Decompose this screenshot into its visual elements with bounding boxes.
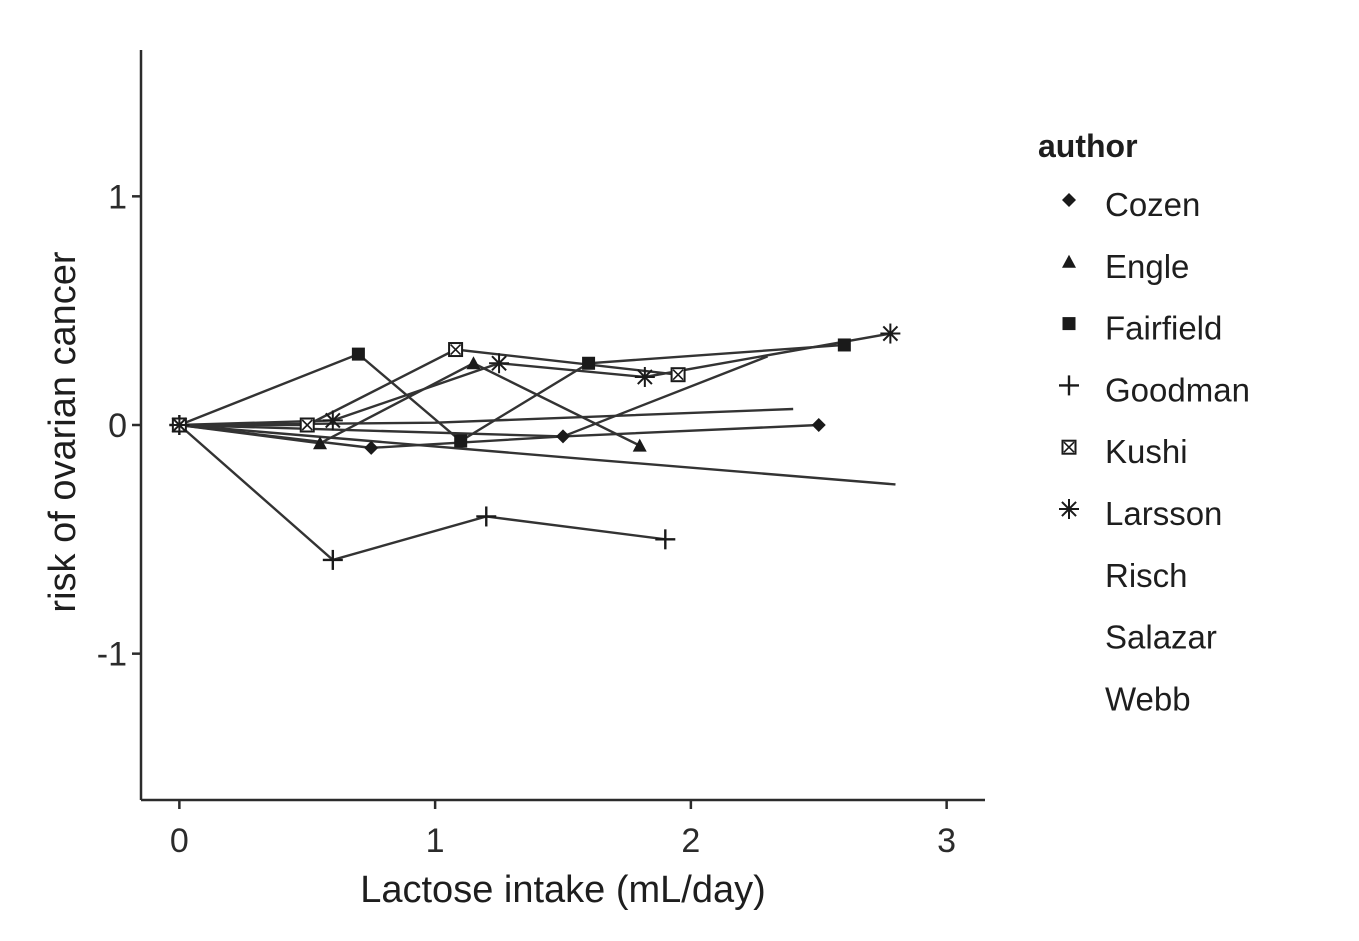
data-point-larsson (880, 323, 901, 344)
data-point-engle (632, 438, 647, 452)
y-axis-title: risk of ovarian cancer (42, 251, 84, 612)
legend-marker-star (1059, 499, 1079, 519)
data-point-cozen (556, 429, 570, 444)
legend-marker-diamond (1062, 193, 1076, 207)
x-tick-label: 2 (681, 822, 700, 860)
x-axis-title: Lactose intake (mL/day) (360, 869, 766, 911)
data-point-engle (466, 356, 481, 370)
legend-marker-square (1062, 317, 1076, 331)
legend-label: Webb (1105, 680, 1191, 717)
series-line-risch (179, 423, 896, 486)
data-point-fairfield (454, 434, 468, 448)
legend-marker-boxed-x (1061, 439, 1077, 455)
legend-item-larsson: Larsson (1059, 495, 1222, 532)
legend-label: Larsson (1105, 495, 1222, 532)
data-point-cozen (364, 440, 379, 455)
series-line-engle (179, 361, 641, 447)
legend-item-webb: Webb (1105, 680, 1191, 717)
legend-marker-plus (1059, 375, 1079, 396)
data-point-goodman (322, 549, 343, 570)
legend-label: Kushi (1105, 433, 1188, 470)
legend-item-risch: Risch (1105, 557, 1188, 594)
data-point-larsson (489, 353, 510, 374)
x-tick-label: 3 (937, 822, 956, 860)
legend-items: Cozen Engle Fairfield Goodman Kushi Larsson Ri… (1059, 186, 1250, 717)
y-tick-label: -1 (97, 636, 127, 674)
data-point-kushi (670, 367, 686, 383)
data-point-fairfield (837, 338, 851, 352)
series-layer (178, 332, 896, 562)
legend-item-salazar: Salazar (1105, 619, 1217, 656)
legend-label: Risch (1105, 557, 1188, 594)
legend-label: Fairfield (1105, 310, 1222, 347)
data-point-cozen (811, 418, 826, 432)
legend-item-fairfield: Fairfield (1062, 310, 1222, 347)
legend-item-kushi: Kushi (1061, 433, 1188, 470)
data-point-engle (313, 436, 328, 450)
legend-label: Cozen (1105, 186, 1200, 223)
marker-layer (169, 323, 901, 570)
legend-label: Salazar (1105, 619, 1217, 656)
data-point-larsson (634, 366, 655, 387)
legend-item-cozen: Cozen (1062, 186, 1200, 223)
legend-label: Engle (1105, 248, 1189, 285)
series-line-goodman (178, 424, 666, 562)
data-point-goodman (476, 506, 497, 527)
y-ticks: -1 0 1 (97, 178, 141, 674)
legend-item-goodman: Goodman (1059, 371, 1250, 408)
legend-label: Goodman (1105, 371, 1250, 408)
legend-item-engle: Engle (1062, 248, 1189, 285)
data-point-fairfield (351, 347, 365, 361)
x-tick-label: 1 (426, 822, 445, 860)
legend-title: author (1038, 128, 1138, 164)
data-point-kushi (299, 417, 315, 433)
legend-marker-triangle (1062, 254, 1076, 268)
data-point-larsson (169, 415, 190, 435)
legend: author Cozen Engle Fairfield Goodman Kushi La… (1038, 128, 1250, 717)
x-ticks: 0 1 2 3 (170, 800, 956, 860)
y-tick-label: 1 (108, 178, 127, 216)
data-point-kushi (448, 342, 464, 358)
data-point-fairfield (582, 356, 596, 370)
series-line-larsson (179, 332, 891, 427)
x-tick-label: 0 (170, 822, 189, 860)
data-point-goodman (655, 529, 676, 550)
y-tick-label: 0 (108, 407, 127, 445)
data-point-larsson (322, 410, 343, 431)
series-line-salazar (179, 407, 794, 427)
